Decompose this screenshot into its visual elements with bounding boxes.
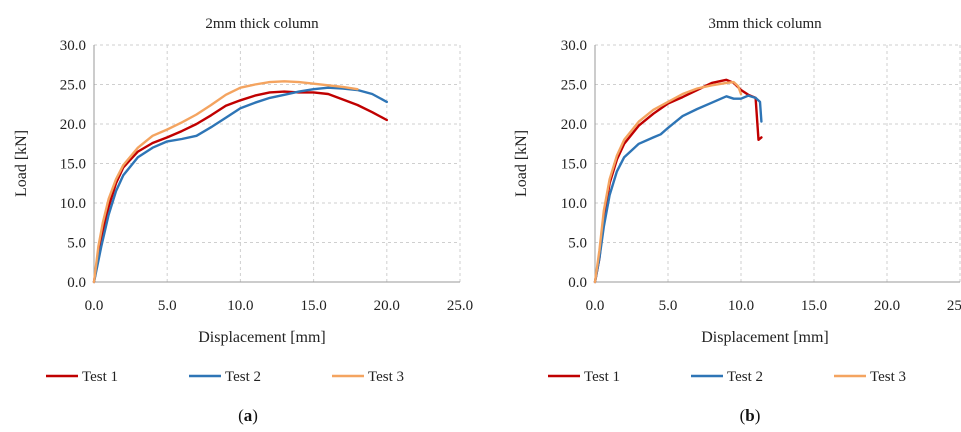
legend-label: Test 3: [368, 369, 404, 385]
x-tick-label: 0.0: [85, 298, 104, 314]
series-line-test-3: [92, 80, 359, 284]
x-tick-label: 25.0: [447, 298, 473, 314]
legend-item: Test 1: [46, 369, 118, 385]
legend-item: Test 2: [189, 369, 261, 385]
gridlines-b: [594, 44, 961, 283]
series-line-test-2: [593, 94, 763, 284]
x-axis-label-b: Displacement [mm]: [701, 329, 829, 346]
legend-item: Test 2: [691, 369, 763, 385]
series-lines-b: [593, 78, 763, 284]
y-tick-label: 15.0: [561, 157, 587, 173]
series-line-test-3: [593, 80, 743, 284]
x-tick-label: 25.0: [947, 298, 961, 314]
y-tick-label: 0.0: [568, 275, 587, 291]
x-axis-label-a: Displacement [mm]: [198, 329, 326, 346]
x-tick-label: 10.0: [728, 298, 754, 314]
y-tick-label: 5.0: [568, 236, 587, 252]
y-tick-label: 10.0: [561, 196, 587, 212]
x-tick-label: 5.0: [158, 298, 177, 314]
x-tick-label: 5.0: [659, 298, 678, 314]
x-tick-label: 10.0: [227, 298, 253, 314]
legend-item: Test 3: [332, 369, 404, 385]
panel-label-a: (a): [238, 406, 258, 425]
y-tick-label: 0.0: [67, 275, 86, 291]
tick-labels-b: 0.0 5.0 10.0 15.0 20.0 25.0 30.0 0.0 5.0 10.0 15.0…: [561, 38, 961, 314]
legend-label: Test 1: [82, 369, 118, 385]
chart-panel-a: 2mm thick column Load [kN] Displacement …: [13, 16, 473, 425]
legend-b: Test 1 Test 2 Test 3: [548, 369, 906, 385]
x-tick-label: 0.0: [586, 298, 605, 314]
y-tick-label: 10.0: [60, 196, 86, 212]
chart-title-b: 3mm thick column: [708, 16, 822, 32]
gridlines-a: [93, 44, 461, 283]
y-tick-label: 30.0: [60, 38, 86, 54]
legend-item: Test 3: [834, 369, 906, 385]
legend-label: Test 2: [727, 369, 763, 385]
y-axis-label-a: Load [kN]: [13, 130, 30, 197]
y-tick-label: 25.0: [561, 78, 587, 94]
x-tick-label: 15.0: [801, 298, 827, 314]
x-tick-label: 15.0: [300, 298, 326, 314]
chart-panel-b: 3mm thick column Load [kN] Displacement …: [513, 16, 961, 425]
legend-label: Test 2: [225, 369, 261, 385]
panel-label-b: (b): [740, 406, 761, 425]
series-lines-a: [92, 80, 388, 284]
legend-a: Test 1 Test 2 Test 3: [46, 369, 404, 385]
x-tick-label: 20.0: [874, 298, 900, 314]
y-tick-label: 25.0: [60, 78, 86, 94]
legend-item: Test 1: [548, 369, 620, 385]
y-tick-label: 15.0: [60, 157, 86, 173]
y-tick-label: 20.0: [60, 117, 86, 133]
y-tick-label: 30.0: [561, 38, 587, 54]
legend-label: Test 1: [584, 369, 620, 385]
tick-labels-a: 0.0 5.0 10.0 15.0 20.0 25.0 30.0 0.0 5.0 10.0 15.0…: [60, 38, 473, 314]
x-tick-label: 20.0: [374, 298, 400, 314]
legend-label: Test 3: [870, 369, 906, 385]
y-tick-label: 5.0: [67, 236, 86, 252]
y-axis-label-b: Load [kN]: [513, 130, 530, 197]
y-tick-label: 20.0: [561, 117, 587, 133]
series-line-test-1: [593, 78, 763, 284]
series-line-test-1: [92, 90, 388, 284]
chart-title-a: 2mm thick column: [205, 16, 319, 32]
series-line-test-2: [92, 86, 388, 284]
